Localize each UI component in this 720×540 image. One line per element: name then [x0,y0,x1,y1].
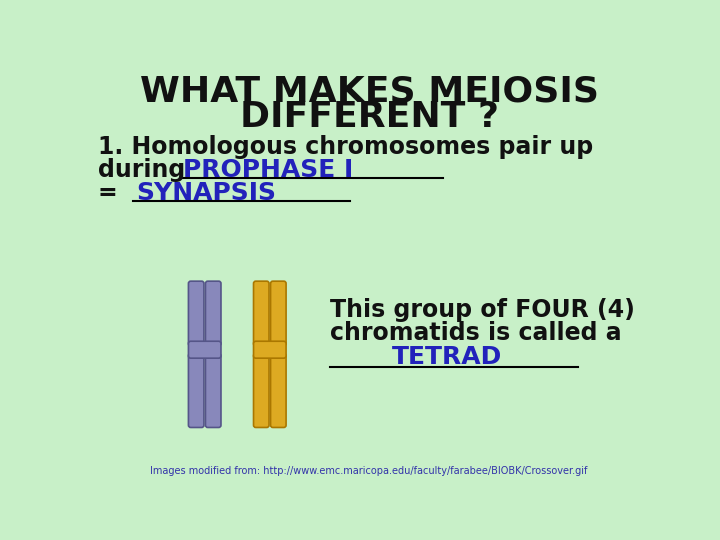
FancyBboxPatch shape [271,281,286,346]
Text: TETRAD: TETRAD [392,346,503,369]
FancyBboxPatch shape [205,281,221,346]
FancyBboxPatch shape [205,354,221,428]
Text: during: during [98,158,185,183]
Text: PROPHASE I: PROPHASE I [183,158,354,183]
Text: DIFFERENT ?: DIFFERENT ? [240,100,498,134]
FancyBboxPatch shape [189,281,204,346]
Text: =: = [98,181,117,205]
FancyBboxPatch shape [189,341,221,358]
FancyBboxPatch shape [253,354,269,428]
FancyBboxPatch shape [253,341,286,358]
Text: Images modified from: http://www.emc.maricopa.edu/faculty/farabee/BIOBK/Crossove: Images modified from: http://www.emc.mar… [150,467,588,476]
Text: WHAT MAKES MEIOSIS: WHAT MAKES MEIOSIS [140,75,598,109]
FancyBboxPatch shape [271,354,286,428]
Text: This group of FOUR (4): This group of FOUR (4) [330,298,635,322]
Text: SYNAPSIS: SYNAPSIS [137,181,276,205]
FancyBboxPatch shape [253,281,269,346]
Text: chromatids is called a: chromatids is called a [330,321,622,345]
Text: 1. Homologous chromosomes pair up: 1. Homologous chromosomes pair up [98,135,593,159]
FancyBboxPatch shape [189,354,204,428]
